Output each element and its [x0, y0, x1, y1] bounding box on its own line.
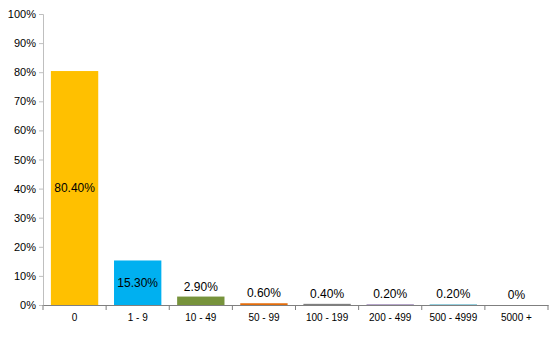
category-separator: [169, 305, 170, 310]
data-label: 2.90%: [184, 280, 218, 294]
data-label: 0.20%: [436, 287, 470, 301]
y-tick-label: 90%: [14, 37, 36, 49]
y-tick-mark: [39, 305, 43, 306]
data-labels: 80.40% 15.30% 2.90% 0.60% 0.40% 0.20% 0.20% 0%: [54, 181, 525, 302]
category-separator: [295, 305, 296, 310]
x-tick: 1 - 9: [128, 305, 148, 323]
y-tick-mark: [39, 130, 43, 131]
bar: [430, 304, 477, 305]
data-label: 0.60%: [247, 286, 281, 300]
category-separator: [548, 305, 549, 310]
x-tick: 50 - 99: [248, 305, 280, 323]
y-tick: 0%: [20, 299, 43, 311]
bar: [303, 304, 350, 305]
bar: [367, 304, 414, 305]
data-label: 80.40%: [54, 181, 95, 195]
x-axis: 0 1 - 9 10 - 49 50 - 99 100 - 199 200 - 499 50…: [43, 305, 549, 323]
x-tick: 10 - 49: [185, 305, 217, 323]
x-tick: 200 - 499: [369, 305, 412, 323]
x-tick-label: 100 - 199: [306, 312, 349, 323]
x-tick: 0: [72, 305, 78, 323]
category-separators: [43, 305, 548, 310]
chart: 0% 10% 20% 30% 40% 50% 60% 70% 80% 90% 100% 0 1 - 9 1…: [0, 0, 560, 338]
y-axis-line: [39, 15, 44, 306]
category-separator: [106, 305, 107, 310]
y-tick-label: 0%: [20, 299, 36, 311]
x-tick-label: 0: [72, 312, 78, 323]
bar: [51, 71, 98, 305]
y-tick-label: 30%: [14, 212, 36, 224]
y-tick: 10%: [14, 270, 43, 282]
data-label: 0.20%: [373, 287, 407, 301]
y-tick-mark: [39, 101, 43, 102]
y-tick-mark: [39, 72, 43, 73]
x-tick-label: 10 - 49: [185, 312, 217, 323]
category-separator: [484, 305, 485, 310]
plot-area: 0% 10% 20% 30% 40% 50% 60% 70% 80% 90% 100% 0 1 - 9 1…: [8, 8, 549, 323]
x-tick-label: 500 - 4999: [429, 312, 477, 323]
y-tick-mark: [39, 43, 43, 44]
bar: [493, 305, 540, 306]
x-tick: 5000 +: [501, 305, 532, 323]
category-separator: [43, 305, 44, 310]
y-tick-mark: [39, 189, 43, 190]
y-tick-label: 50%: [14, 154, 36, 166]
y-tick: 30%: [14, 212, 43, 224]
y-tick-mark: [39, 276, 43, 277]
bar: [114, 260, 161, 305]
data-label: 15.30%: [117, 276, 158, 290]
bar: [177, 297, 224, 305]
x-tick-label: 5000 +: [501, 312, 532, 323]
y-tick-label: 70%: [14, 95, 36, 107]
x-tick-label: 200 - 499: [369, 312, 412, 323]
y-axis: 0% 10% 20% 30% 40% 50% 60% 70% 80% 90% 100%: [8, 8, 44, 311]
y-tick: 50%: [14, 154, 43, 166]
data-label: 0.40%: [310, 287, 344, 301]
bar: [240, 303, 287, 305]
x-tick: 100 - 199: [306, 305, 349, 323]
y-tick-mark: [39, 247, 43, 248]
category-separator: [232, 305, 233, 310]
y-tick: 90%: [14, 37, 43, 49]
y-tick-label: 10%: [14, 270, 36, 282]
y-tick-label: 40%: [14, 183, 36, 195]
bars: [51, 71, 477, 305]
category-separator: [358, 305, 359, 310]
y-tick-mark: [39, 160, 43, 161]
y-tick-label: 100%: [8, 8, 36, 20]
data-label: 0%: [508, 288, 526, 302]
x-tick-label: 50 - 99: [248, 312, 280, 323]
y-tick-mark: [39, 14, 43, 15]
y-tick-mark: [39, 218, 43, 219]
y-tick-label: 60%: [14, 124, 36, 136]
y-tick-label: 80%: [14, 66, 36, 78]
y-tick: 20%: [14, 241, 43, 253]
y-tick: 40%: [14, 183, 43, 195]
x-tick: 500 - 4999: [429, 305, 477, 323]
category-separator: [421, 305, 422, 310]
y-tick: 80%: [14, 66, 43, 78]
y-tick-label: 20%: [14, 241, 36, 253]
y-tick: 60%: [14, 124, 43, 136]
y-tick: 100%: [8, 8, 43, 20]
x-tick-label: 1 - 9: [128, 312, 148, 323]
y-tick: 70%: [14, 95, 43, 107]
